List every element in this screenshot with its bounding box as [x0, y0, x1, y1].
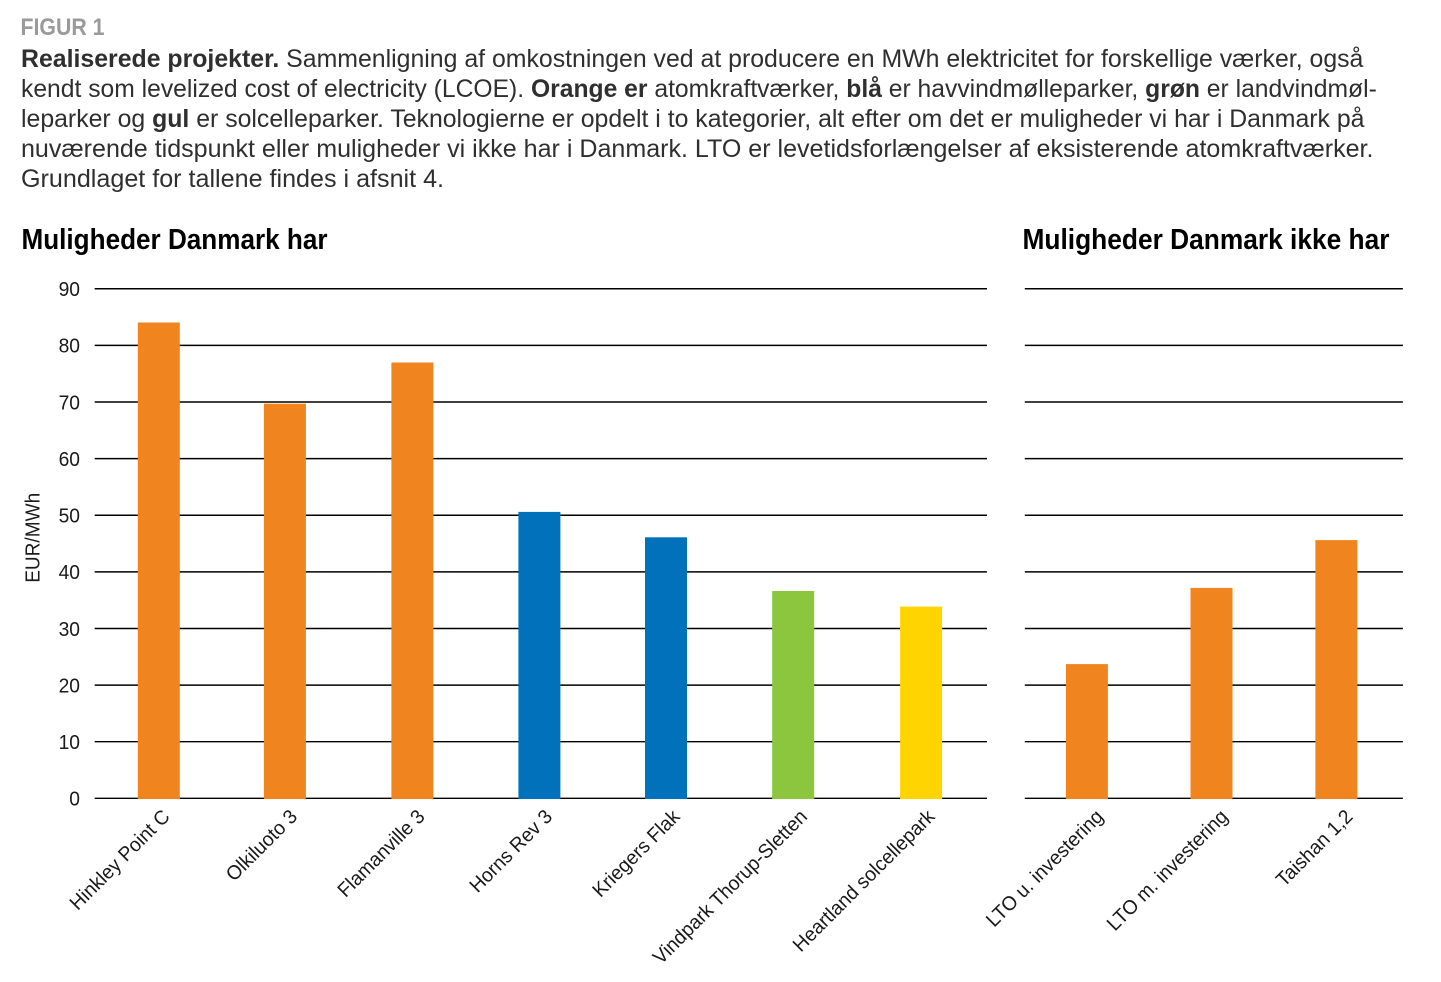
svg-text:10: 10: [59, 732, 80, 754]
svg-text:Hinkley Point C: Hinkley Point C: [66, 806, 175, 915]
svg-text:90: 90: [59, 279, 80, 301]
svg-text:FIGUR 1: FIGUR 1: [21, 14, 105, 41]
svg-text:Muligheder Danmark har: Muligheder Danmark har: [22, 224, 328, 256]
svg-text:LTO m. investering: LTO m. investering: [1103, 806, 1233, 936]
svg-text:80: 80: [59, 336, 80, 358]
svg-text:Olkiluoto 3: Olkiluoto 3: [222, 806, 302, 886]
svg-text:Horns Rev 3: Horns Rev 3: [466, 806, 557, 897]
svg-text:LTO u. investering: LTO u. investering: [982, 806, 1108, 932]
svg-text:Heartland solcellepark: Heartland solcellepark: [789, 805, 940, 956]
svg-text:Taishan 1,2: Taishan 1,2: [1272, 806, 1357, 891]
svg-text:0: 0: [69, 789, 80, 811]
svg-text:40: 40: [59, 562, 80, 584]
svg-text:EUR/MWh: EUR/MWh: [23, 493, 45, 583]
svg-text:70: 70: [59, 392, 80, 414]
svg-text:Kriegers Flak: Kriegers Flak: [588, 805, 685, 902]
svg-text:50: 50: [59, 506, 80, 528]
svg-text:Muligheder Danmark ikke har: Muligheder Danmark ikke har: [1023, 224, 1390, 256]
svg-text:20: 20: [59, 675, 80, 697]
svg-text:Flamanville 3: Flamanville 3: [334, 806, 430, 902]
svg-text:60: 60: [59, 449, 80, 471]
svg-text:30: 30: [59, 619, 80, 641]
